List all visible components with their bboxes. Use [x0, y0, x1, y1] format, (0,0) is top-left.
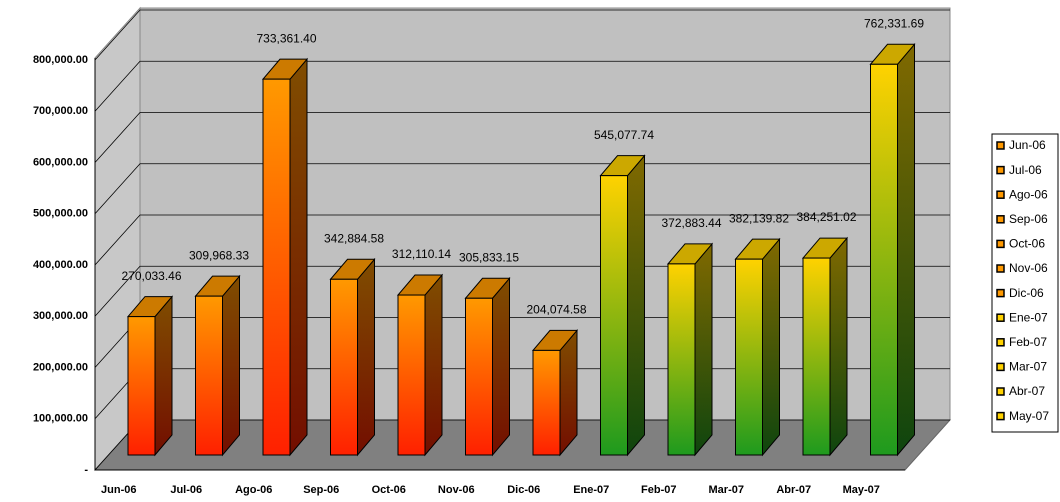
legend-marker [996, 190, 1005, 199]
bar-side [762, 237, 780, 457]
legend-label: Jun-06 [1009, 138, 1046, 152]
y-tick-label: 600,000.00 [33, 156, 88, 168]
legend-marker [996, 313, 1005, 322]
bar-side [627, 154, 645, 457]
legend-label: Abr-07 [1009, 384, 1045, 398]
y-tick-label: - [84, 464, 88, 476]
bar-side [829, 236, 848, 457]
value-label: 309,968.33 [189, 248, 249, 262]
y-tick-label: 700,000.00 [33, 105, 88, 117]
legend-label: Oct-06 [1009, 237, 1045, 251]
y-tick-label: 500,000.00 [33, 208, 88, 220]
x-tick-label: Feb-07 [641, 484, 676, 496]
legend-marker [996, 141, 1005, 150]
legend-marker [996, 411, 1005, 421]
value-label: 733,361.40 [256, 31, 316, 45]
y-tick-label: 400,000.00 [33, 259, 88, 271]
bar-side [289, 57, 308, 457]
legend-marker [996, 387, 1005, 396]
legend-label: May-07 [1009, 409, 1049, 423]
bar-side [357, 257, 375, 457]
bar [195, 295, 223, 456]
value-label: 342,884.58 [324, 231, 384, 245]
y-tick-label: 300,000.00 [33, 310, 88, 322]
bar [262, 78, 291, 456]
bar [735, 258, 763, 456]
bar [330, 278, 358, 456]
bar [667, 263, 696, 456]
value-label: 270,033.46 [121, 269, 181, 283]
x-tick-label: Jul-06 [170, 484, 202, 496]
x-tick-label: Nov-06 [438, 484, 475, 496]
value-label: 204,074.58 [526, 303, 586, 317]
legend-marker [996, 338, 1005, 347]
legend-label: Ago-06 [1009, 187, 1048, 201]
x-tick-label: Ago-06 [235, 484, 272, 496]
y-tick-label: 800,000.00 [33, 54, 88, 66]
grid-line [94, 9, 950, 61]
grid-line [94, 60, 950, 112]
value-label: 545,077.74 [594, 128, 654, 142]
bar-side [154, 295, 173, 457]
legend-marker [996, 288, 1005, 298]
x-tick-label: Ene-07 [573, 484, 609, 496]
x-tick-label: Dic-06 [507, 484, 540, 496]
value-label: 305,833.15 [459, 250, 519, 264]
bar-side [559, 329, 578, 457]
legend-label: Jul-06 [1009, 163, 1042, 177]
legend [991, 133, 1059, 433]
y-tick-label: 100,000.00 [33, 413, 88, 425]
legend-marker [996, 239, 1005, 249]
x-tick-label: Sep-06 [303, 484, 339, 496]
x-tick-label: Jun-06 [101, 484, 136, 496]
bar [600, 175, 628, 456]
value-label: 384,251.02 [796, 210, 856, 224]
legend-label: Feb-07 [1009, 335, 1047, 349]
legend-marker [996, 165, 1005, 175]
bar [465, 297, 493, 456]
x-tick-label: May-07 [843, 484, 880, 496]
value-label: 312,110.14 [392, 247, 451, 261]
x-tick-label: Mar-07 [709, 484, 744, 496]
legend-label: Mar-07 [1009, 360, 1047, 374]
grid-line [94, 112, 950, 163]
bar [802, 257, 831, 456]
legend-label: Ene-07 [1009, 310, 1048, 324]
x-tick-label: Oct-06 [372, 484, 406, 496]
value-label: 382,139.82 [729, 211, 789, 225]
bar-side [222, 274, 240, 457]
bar-side [694, 242, 713, 457]
bar-side [424, 273, 443, 457]
grid-line [94, 214, 950, 266]
legend-label: Dic-06 [1009, 286, 1044, 300]
value-label: 372,883.44 [661, 216, 721, 230]
bar [127, 316, 156, 456]
value-label: 762,331.69 [864, 16, 924, 30]
bar [532, 349, 561, 456]
legend-label: Sep-06 [1009, 212, 1048, 226]
y-tick-label: 200,000.00 [33, 361, 88, 373]
grid-line [94, 163, 950, 215]
bar [870, 63, 898, 456]
legend-marker [996, 362, 1005, 372]
x-tick-label: Abr-07 [776, 484, 811, 496]
bar-side [492, 276, 510, 457]
bar [397, 294, 426, 456]
legend-marker [996, 264, 1005, 273]
legend-marker [996, 215, 1005, 224]
legend-label: Nov-06 [1009, 261, 1048, 275]
bar-side [897, 42, 915, 457]
